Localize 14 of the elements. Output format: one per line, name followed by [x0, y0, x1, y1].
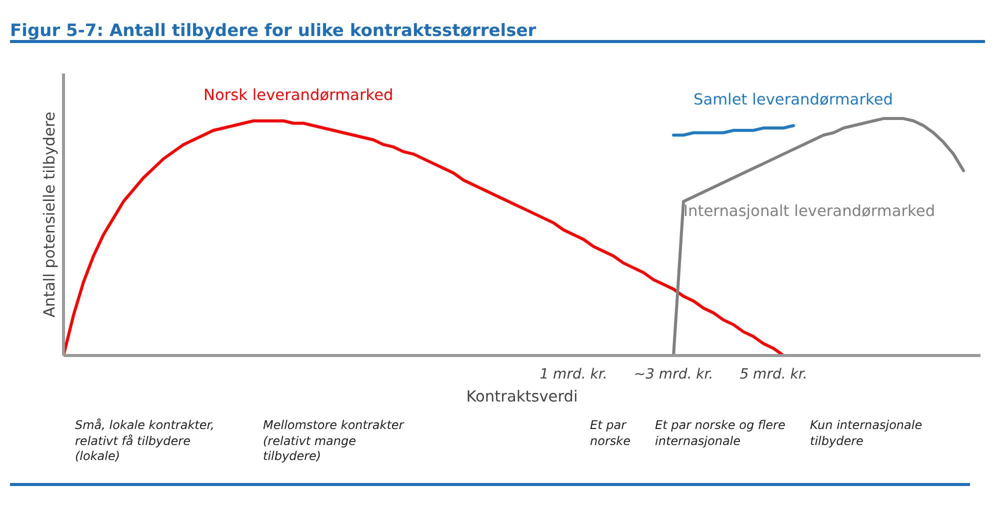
text: Et par norske — [590, 418, 632, 450]
y-axis-title: Antall potensielle tilbydere — [40, 112, 58, 318]
x-tick-label: 1 mrd. kr. — [540, 366, 608, 382]
text: Små, lokale kontrakter, relativt få tilbydere (lokale) — [75, 418, 216, 465]
chart-title: Figur 5-7: Antall tilbydere for ulike kontraktsstørrelser — [10, 20, 536, 43]
text: Et par norske og flere internasjonale — [655, 418, 786, 448]
x-axis-title: Kontraktsverdi — [466, 388, 578, 406]
x-tick-label: 5 mrd. kr. — [740, 366, 808, 382]
text: Kun internasjonale tilbydere — [810, 418, 924, 450]
series-label: Samlet leverandørmarked — [694, 90, 893, 109]
series-label: Internasjonalt leverandørmarked — [684, 202, 936, 220]
x-tick-label: ~3 mrd. kr. — [634, 366, 714, 382]
text: Mellomstore kontrakter (relativt mange tilbydere) — [263, 418, 406, 465]
series-label: Norsk leverandørmarked — [204, 86, 394, 104]
